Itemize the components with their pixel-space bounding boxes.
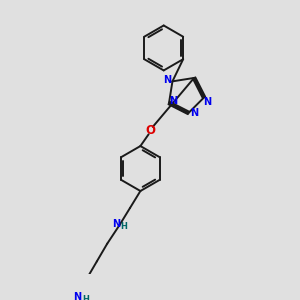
Text: N: N	[74, 292, 82, 300]
Text: N: N	[190, 109, 198, 118]
Text: N: N	[112, 219, 120, 230]
Text: N: N	[164, 75, 172, 85]
Text: N: N	[203, 97, 211, 106]
Text: H: H	[121, 222, 128, 231]
Text: N: N	[169, 96, 177, 106]
Text: O: O	[145, 124, 155, 137]
Text: H: H	[82, 295, 89, 300]
